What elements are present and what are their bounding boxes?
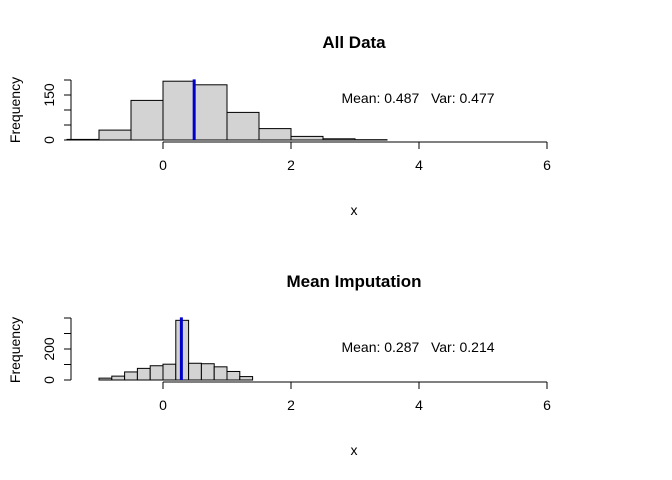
y-axis-label: Frequency bbox=[7, 317, 23, 383]
bars bbox=[98, 319, 254, 381]
histogram-bar bbox=[194, 84, 228, 141]
x-axis: 0 2 4 6 bbox=[159, 381, 551, 413]
histogram-bar bbox=[213, 366, 228, 381]
x-tick-label: 4 bbox=[415, 157, 423, 173]
histogram-bar bbox=[149, 365, 164, 381]
histogram-bar bbox=[200, 363, 215, 381]
stats-annotation: Mean: 0.487 Var: 0.477 bbox=[341, 90, 494, 106]
histogram-bar bbox=[98, 377, 113, 381]
y-tick-label: 200 bbox=[41, 337, 57, 361]
panel-all-data: All Data 0 2 4 6 0 150 Mean: 0.487 Var: 0.47… bbox=[7, 33, 551, 218]
x-axis-label: x bbox=[351, 442, 358, 458]
x-tick-label: 4 bbox=[415, 397, 423, 413]
y-tick-label: 0 bbox=[41, 136, 57, 144]
stats-annotation: Mean: 0.287 Var: 0.214 bbox=[341, 339, 494, 355]
panel-mean-imputation: Mean Imputation 0 2 4 6 0 200 Mean: 0.287 Va… bbox=[7, 272, 551, 458]
histogram-bar bbox=[226, 370, 241, 381]
x-axis: 0 2 4 6 bbox=[159, 141, 551, 173]
x-tick-label: 2 bbox=[287, 157, 295, 173]
histogram-bar bbox=[226, 111, 260, 141]
histogram-bar bbox=[162, 80, 196, 141]
histogram-bar bbox=[162, 363, 177, 381]
histogram-bar bbox=[66, 138, 100, 141]
y-axis: 0 200 bbox=[41, 317, 72, 384]
histogram-bar bbox=[136, 367, 151, 381]
histogram-bar bbox=[98, 129, 132, 141]
x-tick-label: 6 bbox=[543, 157, 551, 173]
histogram-bar bbox=[322, 138, 356, 141]
histogram-bar bbox=[258, 128, 292, 141]
histogram-bar bbox=[124, 371, 138, 381]
histogram-bar bbox=[188, 362, 202, 381]
x-axis-label: x bbox=[351, 202, 358, 218]
histogram-bar bbox=[290, 135, 324, 141]
x-tick-label: 6 bbox=[543, 397, 551, 413]
histogram-bar bbox=[111, 375, 126, 381]
y-axis: 0 150 bbox=[41, 79, 72, 144]
histogram-bar bbox=[130, 99, 164, 141]
histogram-bar bbox=[239, 376, 254, 381]
chart-title: All Data bbox=[322, 33, 386, 52]
chart-title: Mean Imputation bbox=[286, 272, 421, 291]
y-tick-label: 150 bbox=[41, 83, 57, 107]
bars bbox=[66, 80, 388, 141]
x-tick-label: 0 bbox=[159, 397, 167, 413]
y-axis-label: Frequency bbox=[7, 77, 23, 143]
y-tick-label: 0 bbox=[41, 376, 57, 384]
x-tick-label: 0 bbox=[159, 157, 167, 173]
x-tick-label: 2 bbox=[287, 397, 295, 413]
